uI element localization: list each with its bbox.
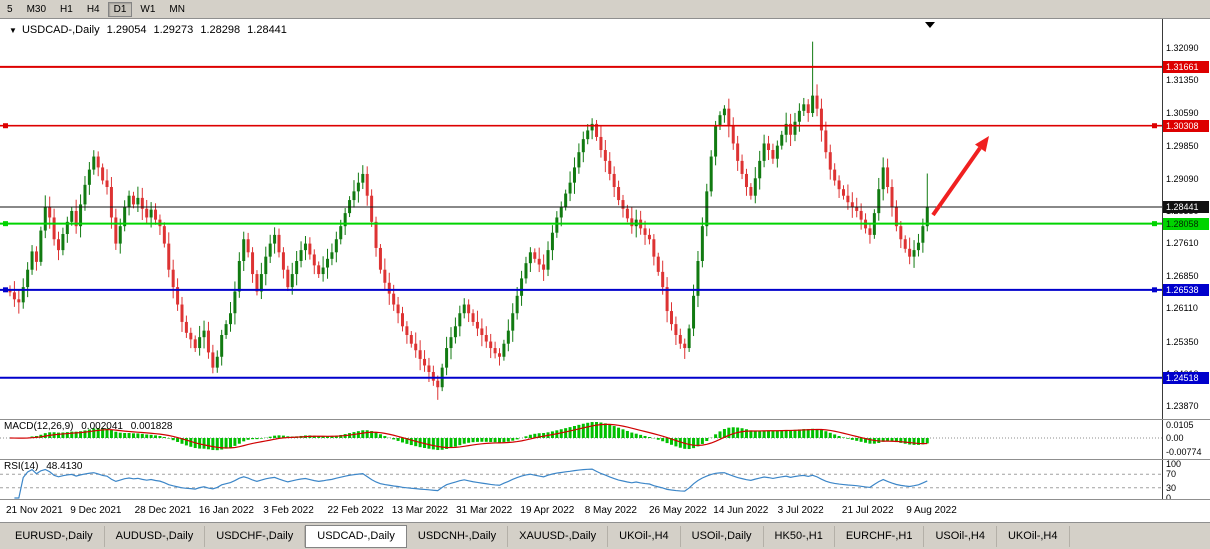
macd-axis-label: 0.00 <box>1166 433 1184 443</box>
date-label: 21 Jul 2022 <box>842 505 894 516</box>
tab-audusd-daily[interactable]: AUDUSD-,Daily <box>105 526 206 547</box>
price-axis-label: 1.26110 <box>1166 303 1198 313</box>
macd-axis-label: 0.0105 <box>1166 420 1194 430</box>
date-label: 9 Dec 2021 <box>70 505 121 516</box>
macd-name: MACD(12,26,9) <box>4 421 73 432</box>
date-label: 21 Nov 2021 <box>6 505 63 516</box>
trend-arrow[interactable] <box>933 148 980 215</box>
tab-usoil-h4[interactable]: USOil-,H4 <box>924 526 997 547</box>
ohlc-low: 1.28298 <box>200 24 240 36</box>
line-handle[interactable] <box>3 287 8 292</box>
date-axis[interactable]: 21 Nov 2021 9 Dec 2021 28 Dec 2021 16 Jan 2… <box>0 499 1210 522</box>
rsi-pane: RSI(14) 48.4130 10070300 <box>0 459 1210 499</box>
tab-xauusd-daily[interactable]: XAUUSD-,Daily <box>508 526 608 547</box>
price-axis-label: 1.25350 <box>1166 337 1199 347</box>
price-axis-label: 1.31350 <box>1166 75 1199 85</box>
tab-hk50-h1[interactable]: HK50-,H1 <box>764 526 835 547</box>
trading-terminal-window: 5M30H1H4D1W1MN ▼ USDCAD-,Daily 1.29054 1… <box>0 0 1210 549</box>
rsi-name: RSI(14) <box>4 461 38 472</box>
macd-pane: MACD(12,26,9) 0.002041 0.001828 0.01050.… <box>0 419 1210 459</box>
tab-usoil-daily[interactable]: USOil-,Daily <box>681 526 764 547</box>
price-axis-label: 1.29090 <box>1166 174 1199 184</box>
candlestick-chart[interactable] <box>0 19 1162 419</box>
date-label: 8 May 2022 <box>585 505 637 516</box>
price-axis-label: 1.29850 <box>1166 141 1199 151</box>
date-label: 13 Mar 2022 <box>392 505 448 516</box>
price-tag-1.31661: 1.31661 <box>1163 61 1209 73</box>
rsi-axis-label: 100 <box>1166 459 1181 469</box>
date-label: 28 Dec 2021 <box>135 505 192 516</box>
timeframe-mn-button[interactable]: MN <box>163 2 191 17</box>
date-label: 19 Apr 2022 <box>520 505 574 516</box>
date-label: 22 Feb 2022 <box>328 505 384 516</box>
rsi-axis-label: 30 <box>1166 483 1176 493</box>
timeframe-toolbar: 5M30H1H4D1W1MN <box>0 0 1210 19</box>
candles <box>9 42 929 400</box>
tab-ukoil-h4[interactable]: UKOil-,H4 <box>997 526 1070 547</box>
scroll-end-marker-icon[interactable] <box>925 22 935 28</box>
line-handle[interactable] <box>1152 221 1157 226</box>
rsi-line <box>14 469 927 498</box>
price-tag-1.24518: 1.24518 <box>1163 372 1209 384</box>
macd-signal-value: 0.001828 <box>131 421 173 432</box>
tab-usdchf-daily[interactable]: USDCHF-,Daily <box>205 526 305 547</box>
tab-eurusd-daily[interactable]: EURUSD-,Daily <box>4 526 105 547</box>
macd-plot[interactable]: MACD(12,26,9) 0.002041 0.001828 <box>0 420 1162 459</box>
price-axis-label: 1.23870 <box>1166 401 1199 411</box>
timeframe-m30-button[interactable]: M30 <box>21 2 52 17</box>
timeframe-h1-button[interactable]: H1 <box>54 2 79 17</box>
macd-label: MACD(12,26,9) 0.002041 0.001828 <box>4 421 177 432</box>
chart-region: ▼ USDCAD-,Daily 1.29054 1.29273 1.28298 … <box>0 19 1210 522</box>
date-label: 16 Jan 2022 <box>199 505 254 516</box>
price-axis-label: 1.26850 <box>1166 271 1199 281</box>
macd-axis[interactable]: 0.0105 0.00 -0.00774 <box>1162 420 1210 459</box>
line-handle[interactable] <box>1152 123 1157 128</box>
date-label: 14 Jun 2022 <box>713 505 768 516</box>
date-label: 26 May 2022 <box>649 505 707 516</box>
tab-eurchf-h1[interactable]: EURCHF-,H1 <box>835 526 925 547</box>
price-axis-label: 1.32090 <box>1166 43 1199 53</box>
rsi-chart <box>0 460 1162 499</box>
price-pane: ▼ USDCAD-,Daily 1.29054 1.29273 1.28298 … <box>0 19 1210 419</box>
price-tag-1.28441: 1.28441 <box>1163 201 1209 213</box>
chart-marker-icon: ▼ <box>9 26 17 35</box>
price-axis-label: 1.27610 <box>1166 238 1199 248</box>
rsi-value: 48.4130 <box>46 461 82 472</box>
chart-tabbar: EURUSD-,DailyAUDUSD-,DailyUSDCHF-,DailyU… <box>0 522 1210 549</box>
timeframe-d1-button[interactable]: D1 <box>108 2 133 17</box>
date-label: 3 Feb 2022 <box>263 505 314 516</box>
date-label: 9 Aug 2022 <box>906 505 957 516</box>
price-tag-1.26538: 1.26538 <box>1163 284 1209 296</box>
line-handle[interactable] <box>1152 287 1157 292</box>
rsi-label: RSI(14) 48.4130 <box>4 461 87 472</box>
price-axis[interactable]: 1.320901.313501.305901.298501.290901.283… <box>1162 19 1210 419</box>
price-chart[interactable]: ▼ USDCAD-,Daily 1.29054 1.29273 1.28298 … <box>0 19 1162 419</box>
symbol-label: USDCAD-,Daily <box>22 24 100 36</box>
ohlc-high: 1.29273 <box>154 24 194 36</box>
tab-ukoil-h4[interactable]: UKOil-,H4 <box>608 526 681 547</box>
ohlc-open: 1.29054 <box>107 24 147 36</box>
line-handle[interactable] <box>3 221 8 226</box>
chart-title: ▼ USDCAD-,Daily 1.29054 1.29273 1.28298 … <box>9 24 291 36</box>
timeframe-h4-button[interactable]: H4 <box>81 2 106 17</box>
macd-value: 0.002041 <box>81 421 123 432</box>
ohlc-close: 1.28441 <box>247 24 287 36</box>
date-label: 31 Mar 2022 <box>456 505 512 516</box>
rsi-plot[interactable]: RSI(14) 48.4130 <box>0 460 1162 499</box>
rsi-axis[interactable]: 10070300 <box>1162 460 1210 499</box>
rsi-axis-label: 70 <box>1166 469 1176 479</box>
timeframe-w1-button[interactable]: W1 <box>134 2 161 17</box>
date-label: 3 Jul 2022 <box>778 505 824 516</box>
tab-usdcnh-daily[interactable]: USDCNH-,Daily <box>407 526 508 547</box>
price-tag-1.28058: 1.28058 <box>1163 218 1209 230</box>
line-handle[interactable] <box>3 123 8 128</box>
timeframe-5-button[interactable]: 5 <box>1 2 19 17</box>
price-axis-label: 1.30590 <box>1166 108 1199 118</box>
macd-axis-label: -0.00774 <box>1166 447 1202 457</box>
price-tag-1.30308: 1.30308 <box>1163 120 1209 132</box>
tab-usdcad-daily[interactable]: USDCAD-,Daily <box>305 525 407 548</box>
